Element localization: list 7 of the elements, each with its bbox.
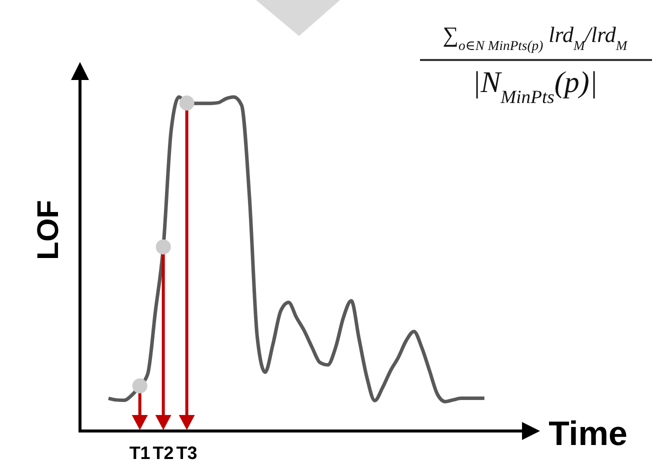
x-tick-label: T3 — [176, 443, 198, 463]
annotation: |N$_{MinPts}$(p)| — [472, 66, 598, 108]
text: ∑$_{o∈N MinPts(p)}$ lrd$_{M}$/lrd$_{M}$ — [442, 22, 628, 52]
y-axis-title: LOF — [32, 200, 65, 260]
x-axis-title: Time — [548, 415, 628, 453]
x-tick-label: T1 — [129, 443, 150, 463]
x-tick-label: T2 — [152, 443, 174, 463]
